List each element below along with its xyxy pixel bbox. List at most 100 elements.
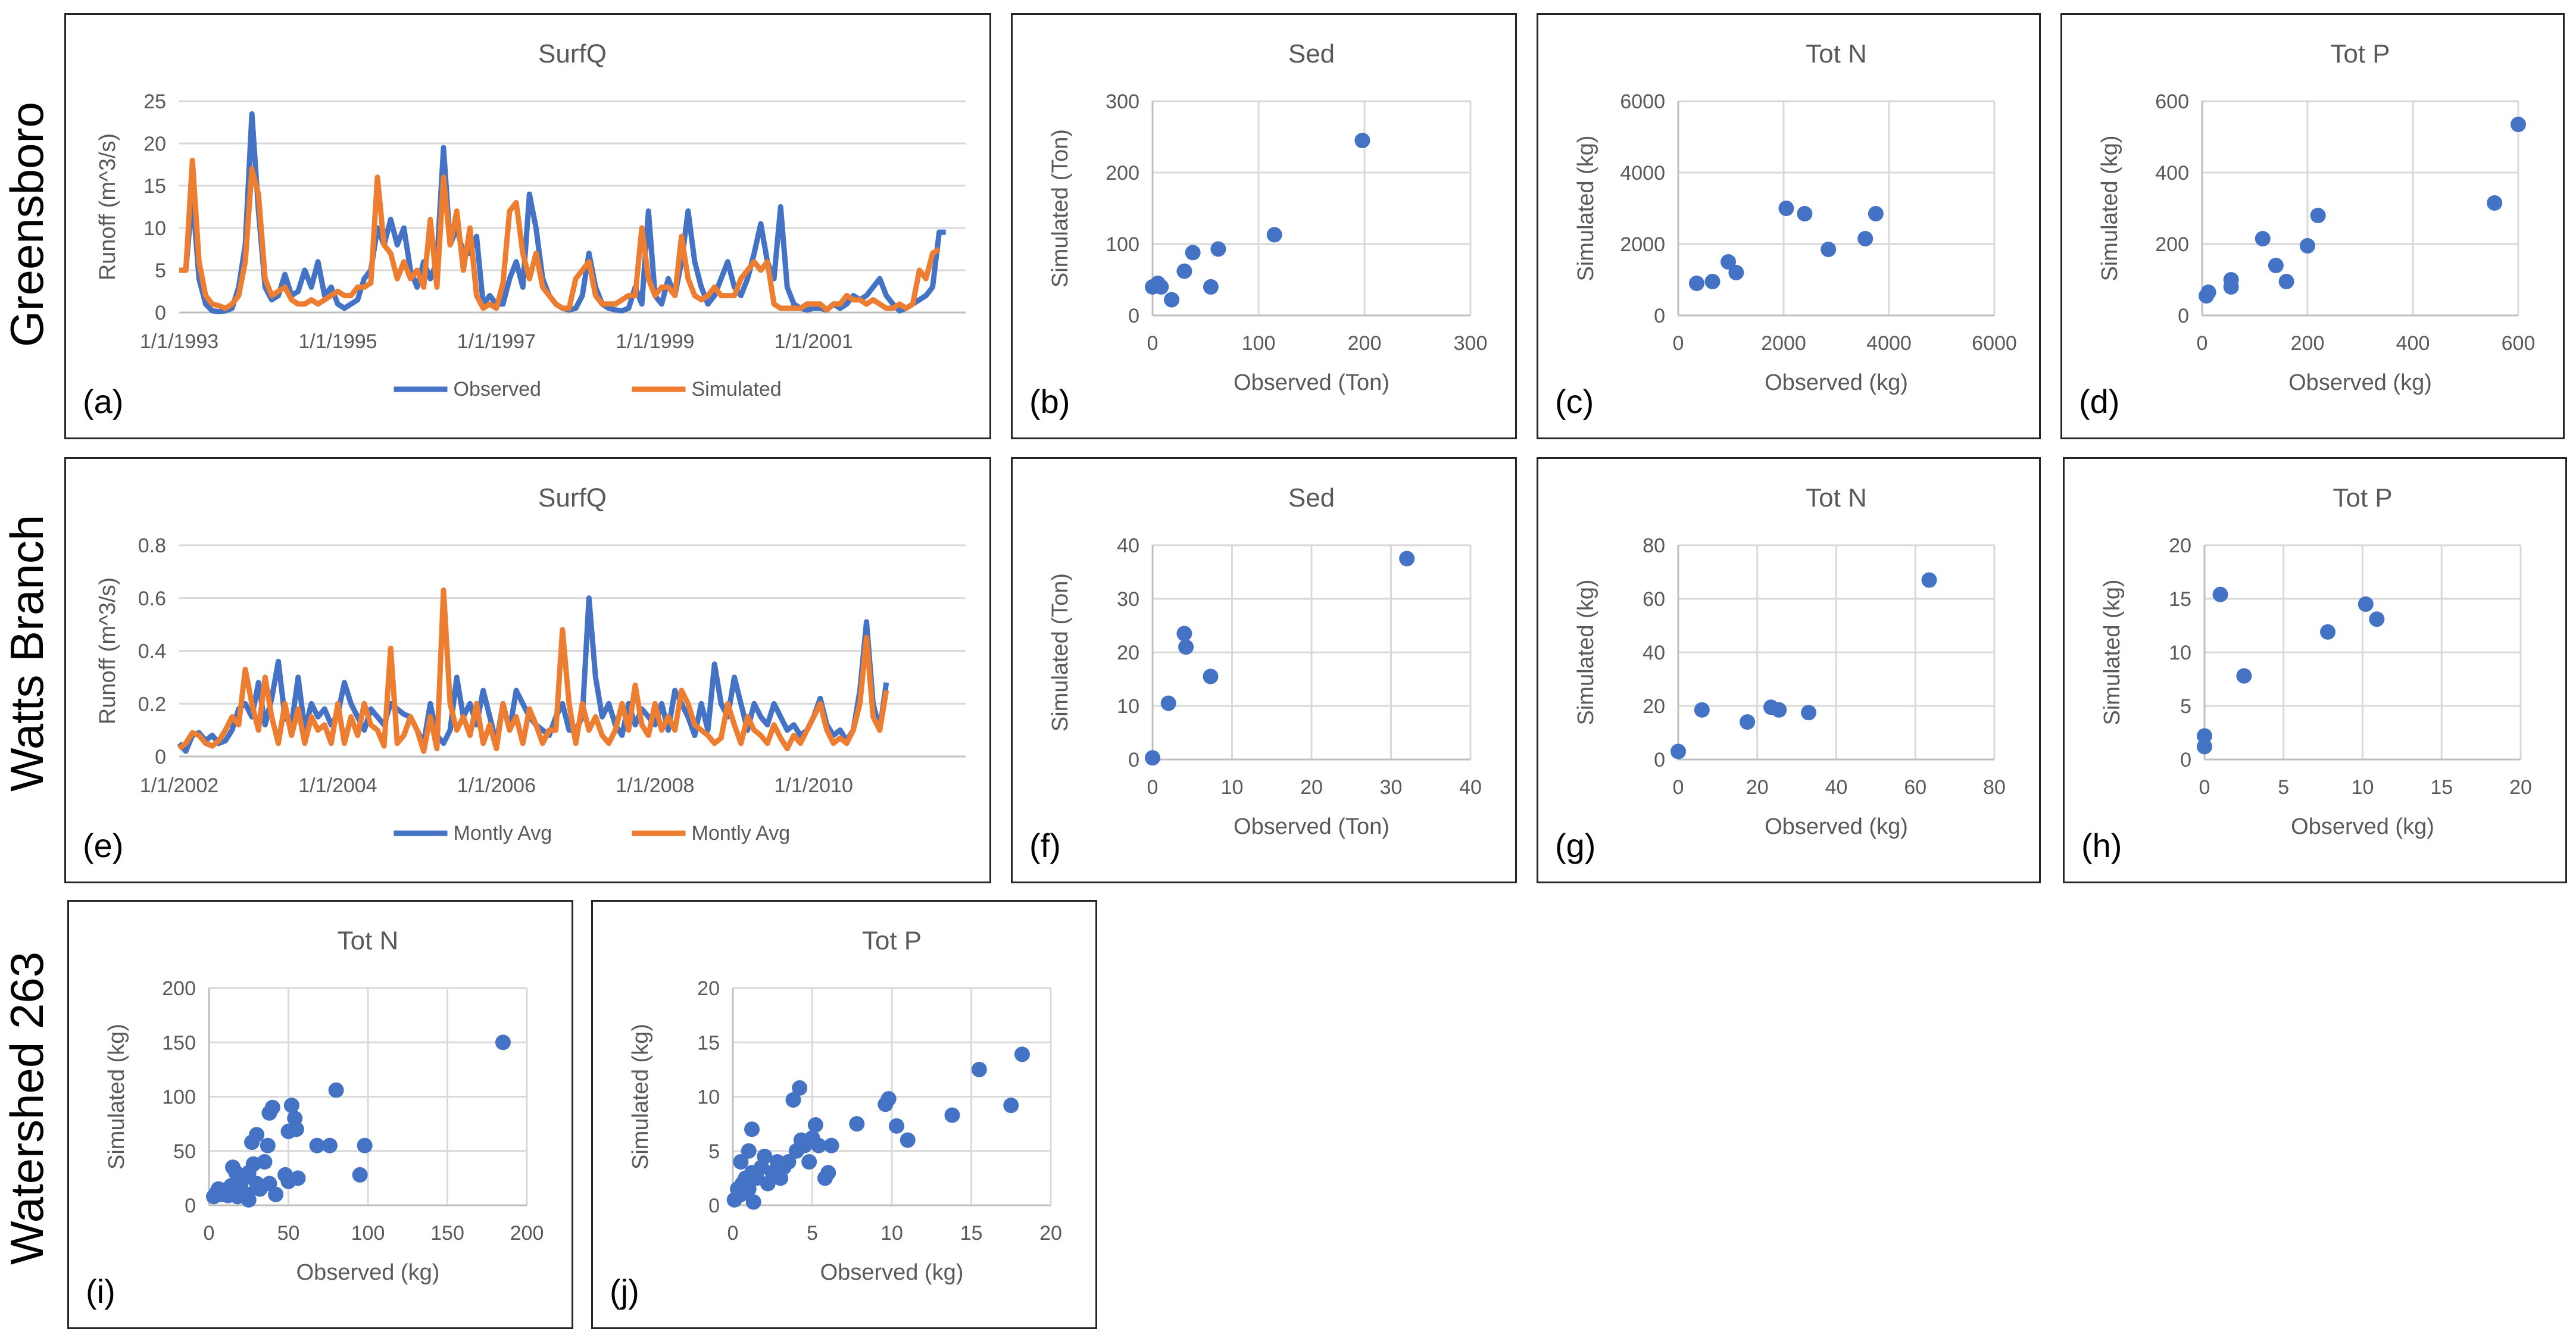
y-tick-label: 200 bbox=[2155, 233, 2189, 256]
y-tick-label: 0.4 bbox=[138, 640, 166, 663]
x-axis-label: Observed (kg) bbox=[296, 1260, 440, 1285]
data-point bbox=[2255, 231, 2271, 246]
data-point bbox=[1694, 702, 1710, 718]
data-point bbox=[2320, 624, 2336, 640]
panel-j: Tot P 0 5 10 15 20 0 5 10 15 20 Observed (kg) Simula… bbox=[591, 900, 1097, 1329]
y-tick-label: 15 bbox=[143, 175, 166, 198]
y-axis-label: Simulated (kg) bbox=[2100, 580, 2125, 726]
y-tick-label: 0 bbox=[2180, 749, 2191, 771]
data-point bbox=[2310, 208, 2326, 223]
x-tick-label: 15 bbox=[2430, 776, 2453, 799]
y-tick-label: 0 bbox=[1654, 749, 1665, 771]
x-tick-label: 6000 bbox=[1972, 332, 2017, 355]
data-point bbox=[1801, 705, 1817, 721]
chart-c: Tot N 0 2000 4000 6000 0 2000 4000 6000 Observed … bbox=[1573, 39, 2017, 395]
data-point bbox=[1266, 227, 1282, 243]
y-tick-label: 0 bbox=[155, 746, 166, 768]
panel-g: Tot N 0 20 40 60 80 0 20 40 60 80 Observed (kg) Simu… bbox=[1537, 457, 2041, 883]
panel-letter: (g) bbox=[1555, 827, 1596, 864]
data-point bbox=[352, 1167, 368, 1183]
data-point bbox=[268, 1186, 284, 1202]
x-tick-label: 0 bbox=[2199, 776, 2210, 799]
x-tick-label: 15 bbox=[960, 1222, 983, 1245]
data-point bbox=[2268, 258, 2284, 273]
data-point bbox=[2511, 117, 2526, 132]
data-point bbox=[1153, 279, 1169, 295]
data-point bbox=[2358, 596, 2374, 612]
y-axis-label: Simulated (kg) bbox=[628, 1024, 653, 1170]
x-tick-label: 200 bbox=[2291, 332, 2325, 355]
y-tick-label: 2000 bbox=[1620, 233, 1665, 256]
data-point bbox=[889, 1118, 905, 1134]
data-point bbox=[241, 1192, 257, 1208]
panel-letter: (e) bbox=[83, 827, 124, 864]
data-point bbox=[1354, 133, 1370, 148]
y-tick-label: 6000 bbox=[1620, 90, 1665, 113]
chart-e: SurfQ 0 0.2 0.4 0.6 0.8 1/1/2002 1/1/2004 1/1/20… bbox=[95, 483, 966, 845]
panel-b: Sed 0 100 200 300 0 100 200 300 Observed (Ton) Sim… bbox=[1011, 13, 1517, 439]
chart-title: Sed bbox=[1288, 39, 1335, 68]
x-axis-label: Observed (kg) bbox=[1765, 814, 1908, 839]
x-tick-label: 150 bbox=[430, 1222, 464, 1245]
panel-letter: (d) bbox=[2079, 383, 2120, 420]
x-tick-label: 200 bbox=[1348, 332, 1382, 355]
data-point bbox=[328, 1082, 344, 1098]
chart-title: Tot N bbox=[338, 926, 399, 955]
y-tick-label: 0.2 bbox=[138, 693, 166, 715]
data-point bbox=[1740, 714, 1756, 730]
data-point bbox=[1857, 231, 1874, 246]
x-tick-label: 1/1/1995 bbox=[298, 330, 377, 353]
legend-label: Montly Avg bbox=[454, 822, 552, 845]
data-point bbox=[741, 1181, 757, 1197]
x-tick-label: 20 bbox=[1300, 776, 1323, 799]
y-tick-label: 20 bbox=[697, 977, 720, 1000]
y-tick-label: 0.8 bbox=[138, 534, 166, 557]
data-point bbox=[1185, 245, 1201, 261]
y-tick-label: 40 bbox=[1643, 642, 1665, 664]
data-point bbox=[2197, 739, 2212, 755]
data-point bbox=[880, 1091, 897, 1107]
y-axis-label: Simulated (kg) bbox=[1573, 136, 1598, 282]
x-tick-label: 1/1/1997 bbox=[457, 330, 536, 353]
data-point bbox=[283, 1098, 299, 1114]
legend-label: Simulated bbox=[692, 378, 782, 401]
y-tick-label: 5 bbox=[2180, 695, 2191, 718]
x-tick-label: 5 bbox=[807, 1222, 818, 1245]
x-tick-label: 30 bbox=[1380, 776, 1403, 799]
y-tick-label: 25 bbox=[143, 90, 166, 113]
legend-label: Montly Avg bbox=[692, 822, 791, 845]
y-axis-label: Simulated (kg) bbox=[2097, 136, 2122, 282]
panel-letter: (j) bbox=[610, 1273, 639, 1310]
x-tick-label: 600 bbox=[2502, 332, 2536, 355]
x-tick-label: 200 bbox=[510, 1222, 544, 1245]
x-tick-label: 20 bbox=[1746, 776, 1769, 799]
x-tick-label: 0 bbox=[1673, 332, 1684, 355]
chart-b: Sed 0 100 200 300 0 100 200 300 Observed (Ton) Sim… bbox=[1048, 39, 1487, 395]
data-point bbox=[944, 1107, 960, 1123]
x-tick-label: 400 bbox=[2396, 332, 2430, 355]
data-point bbox=[780, 1154, 797, 1170]
y-axis-label: Simulated (kg) bbox=[1573, 580, 1598, 726]
x-tick-label: 20 bbox=[1039, 1222, 1062, 1245]
x-tick-label: 1/1/2010 bbox=[775, 774, 853, 797]
x-tick-label: 1/1/1993 bbox=[140, 330, 218, 353]
data-point bbox=[2200, 285, 2216, 300]
data-point bbox=[1797, 206, 1813, 221]
y-tick-label: 10 bbox=[697, 1086, 720, 1109]
y-tick-label: 5 bbox=[708, 1140, 720, 1163]
data-point bbox=[1145, 750, 1160, 766]
row-label-watershed-263: Watershed 263 bbox=[1, 951, 53, 1265]
x-tick-label: 100 bbox=[1242, 332, 1276, 355]
data-point bbox=[309, 1137, 325, 1154]
data-point bbox=[741, 1143, 757, 1159]
data-point bbox=[260, 1137, 276, 1154]
data-point bbox=[811, 1137, 827, 1154]
data-point bbox=[2487, 195, 2503, 211]
data-point bbox=[495, 1034, 511, 1051]
series-line-orange bbox=[177, 587, 889, 754]
y-tick-label: 0 bbox=[2178, 305, 2189, 327]
x-tick-label: 0 bbox=[1147, 776, 1159, 799]
panel-d: Tot P 0 200 400 600 0 200 400 600 Observed (kg) Si… bbox=[2060, 13, 2565, 439]
panel-letter: (f) bbox=[1029, 827, 1061, 864]
data-point bbox=[1210, 241, 1226, 257]
